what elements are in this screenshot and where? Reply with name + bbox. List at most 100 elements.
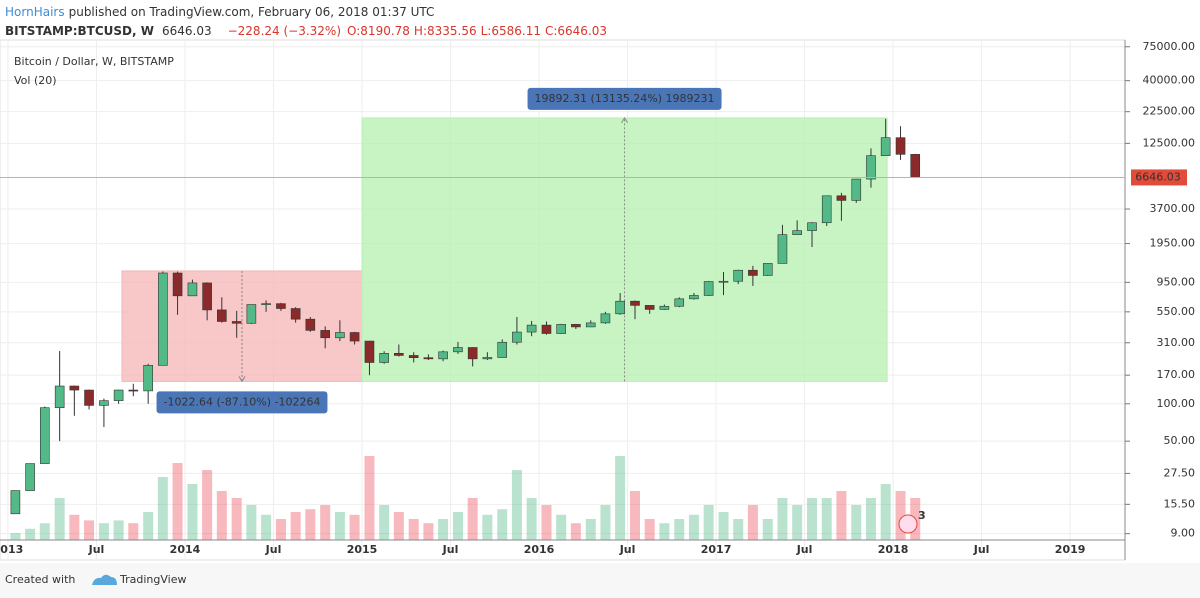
chart-subtitle: Vol (20) — [14, 74, 57, 87]
published: published on TradingView.com, February 0… — [69, 5, 435, 19]
range-label: 19892.31 (13135.24%) 1989231 — [535, 92, 715, 105]
candle-body — [394, 352, 404, 356]
logo — [92, 574, 117, 585]
range-label: -1022.64 (-87.10%) -102264 — [164, 395, 321, 408]
volume-bar — [438, 519, 449, 540]
volume-bar — [659, 523, 670, 540]
volume-bar — [851, 505, 862, 540]
volume-bar — [39, 523, 50, 540]
last: 6646.03 — [162, 24, 212, 38]
y-tick-label: 22500.00 — [1143, 105, 1196, 118]
candle-body — [659, 305, 670, 310]
candle-body — [453, 347, 463, 353]
last-price-box — [1131, 169, 1187, 186]
candle-body — [438, 351, 448, 360]
volume-bar — [526, 498, 537, 540]
candle-body — [585, 322, 596, 328]
y-tick-label: 27.50 — [1164, 466, 1196, 479]
candle-body — [113, 389, 124, 401]
volume-bar — [615, 456, 626, 540]
volume-bar — [570, 523, 581, 540]
volume-bar — [187, 484, 198, 540]
candle-body — [615, 300, 625, 315]
candle-body — [910, 154, 921, 178]
volume-bar — [733, 519, 744, 540]
volume-bar — [718, 512, 729, 540]
candle-body — [836, 195, 847, 201]
candle-body — [39, 407, 50, 464]
footer-brand[interactable]: TradingView — [119, 573, 186, 586]
event-count: 3 — [918, 509, 926, 522]
volume-bar — [143, 512, 154, 540]
candle-body — [143, 365, 153, 392]
footer-bar — [0, 563, 1200, 598]
candle-body — [202, 282, 212, 311]
volume-bar — [128, 523, 139, 540]
candle-body — [482, 357, 493, 360]
candle-body — [423, 357, 434, 360]
volume-bar — [334, 512, 345, 540]
candle-body — [25, 463, 35, 491]
candle-body — [733, 269, 743, 282]
candle-body — [556, 324, 566, 334]
x-tick-label: 2015 — [347, 543, 378, 556]
range-label-box — [527, 87, 722, 110]
volume-bar — [216, 491, 227, 540]
volume-bar — [674, 519, 685, 540]
open: O:8190.78 — [347, 24, 410, 38]
volume-bar — [98, 523, 109, 540]
y-tick-label: 550.00 — [1157, 305, 1196, 318]
y-tick-label: 75000.00 — [1143, 40, 1196, 53]
x-tick-label: 2019 — [1055, 543, 1086, 556]
y-tick-label: 15.50 — [1164, 497, 1196, 510]
volume-bar — [497, 509, 508, 540]
x-tick-label: Jul — [796, 543, 813, 556]
chart: 2013 Jul 2014 Jul 2015 Jul 2016 Jul 2017 Jul 2018 J… — [0, 39, 1196, 561]
candle-body — [821, 195, 832, 224]
volume-bar — [556, 514, 567, 540]
x-tick-label: Jul — [619, 543, 636, 556]
candle-body — [408, 355, 419, 359]
volume-bar — [585, 519, 596, 540]
y-tick-label: 9.00 — [1171, 527, 1196, 540]
volume-bar — [762, 519, 773, 540]
volume-bar — [10, 533, 21, 540]
volume-bar — [452, 512, 463, 540]
candle-body — [261, 303, 271, 305]
x-tick-label: Jul — [442, 543, 459, 556]
candle-body — [718, 280, 729, 283]
volume-bar — [290, 512, 301, 540]
volume-bar — [54, 498, 65, 540]
quote-line: BITSTAMP:BTCUSD, W 6646.03 −228.24 (−3.32%… — [5, 24, 607, 38]
volume-bar — [467, 498, 478, 540]
y-tick-label: 310.00 — [1157, 336, 1196, 349]
y-tick-label: 12500.00 — [1143, 136, 1196, 149]
last-price-label: 6646.03 — [1135, 170, 1181, 183]
y-tick-label: 1950.00 — [1150, 237, 1196, 250]
volume-bar — [393, 512, 404, 540]
volume-bar — [113, 520, 124, 540]
author[interactable]: HornHairs — [5, 5, 65, 19]
y-tick-label: 50.00 — [1164, 434, 1196, 447]
candle-body — [99, 400, 109, 406]
high: H:8335.56 — [414, 24, 477, 38]
candle-body — [748, 269, 758, 276]
x-tick-label: Jul — [265, 543, 282, 556]
volume-bar — [172, 463, 183, 540]
volume-bar — [644, 519, 655, 540]
x-tick-label: 2016 — [524, 543, 555, 556]
candle-body — [497, 341, 508, 358]
candle-body — [703, 281, 714, 296]
x-tick-label: 2018 — [878, 543, 909, 556]
volume-bar — [349, 514, 360, 540]
range-box — [361, 117, 888, 382]
volume-bar — [821, 498, 832, 540]
volume-bar — [865, 498, 876, 540]
candle-body — [187, 282, 198, 297]
candle-body — [364, 340, 375, 363]
x-tick-label: Jul — [973, 543, 990, 556]
volume-bar — [84, 520, 95, 540]
volume-bar — [747, 505, 758, 540]
volume-bar — [688, 514, 699, 540]
